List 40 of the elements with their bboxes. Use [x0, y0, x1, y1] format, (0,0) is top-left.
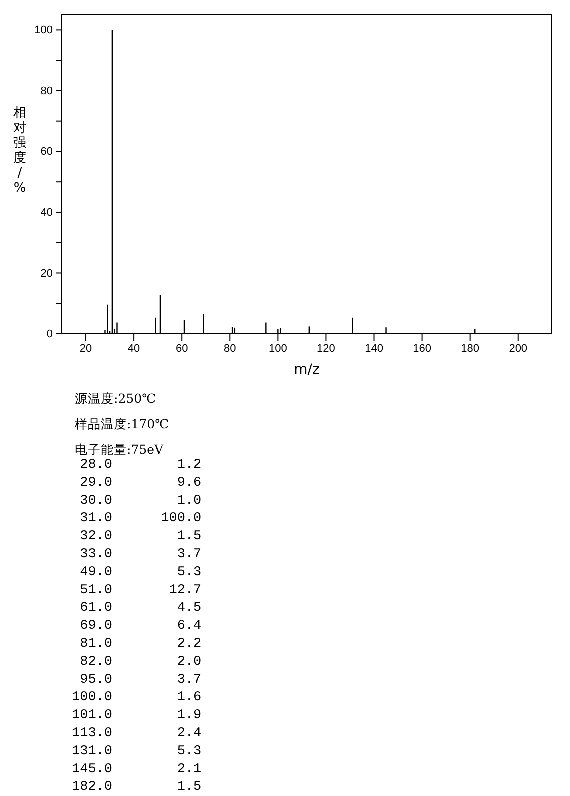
- y-tick-label: 60: [40, 146, 53, 158]
- text: 电子能量:75eV: [75, 442, 165, 457]
- text: 49.0 5.3: [72, 565, 202, 580]
- text: 145.0 2.1: [72, 762, 202, 778]
- text: 51.0 12.7: [72, 583, 202, 598]
- x-tick-label: 100: [268, 342, 288, 355]
- text: 30.0 1.0: [72, 494, 202, 509]
- text: 31.0 100.0: [72, 512, 202, 527]
- y-tick-label: 0: [46, 328, 53, 341]
- text: 95.0 3.7: [72, 672, 202, 688]
- text: 源温度:250℃: [75, 391, 156, 406]
- x-tick-label: 60: [176, 342, 188, 355]
- text: 61.0 4.5: [72, 601, 202, 616]
- text: 100.0 1.6: [72, 690, 202, 706]
- text: 28.0 1.2: [72, 458, 202, 473]
- y-axis-title: 相对强度/%: [14, 106, 26, 196]
- text: 69.0 6.4: [72, 619, 202, 634]
- y-tick-label: 40: [40, 206, 53, 219]
- x-tick-label: 40: [128, 342, 140, 355]
- text: 29.0 9.6: [72, 476, 202, 491]
- x-tick-label: 20: [80, 342, 92, 355]
- text: 82.0 2.0: [72, 654, 202, 670]
- text: 81.0 2.2: [72, 637, 202, 652]
- x-tick-label: 140: [365, 342, 384, 355]
- text: 182.0 1.5: [72, 780, 202, 796]
- text: 101.0 1.9: [72, 708, 202, 724]
- y-tick-label: 80: [40, 85, 53, 98]
- x-tick-label: 160: [413, 342, 432, 355]
- x-tick-label: 120: [317, 342, 336, 355]
- text: 33.0 3.7: [72, 548, 202, 562]
- y-tick-label: 100: [34, 24, 53, 37]
- x-axis-title: m/z: [294, 362, 320, 378]
- text: 样品温度:170℃: [75, 416, 170, 432]
- x-tick-label: 180: [461, 342, 480, 355]
- y-tick-label: 20: [40, 268, 53, 280]
- text: 32.0 1.5: [72, 530, 202, 545]
- x-tick-label: 80: [224, 342, 236, 355]
- text: 113.0 2.4: [72, 726, 202, 742]
- x-tick-label: 200: [509, 342, 528, 355]
- text: 131.0 5.3: [72, 744, 202, 760]
